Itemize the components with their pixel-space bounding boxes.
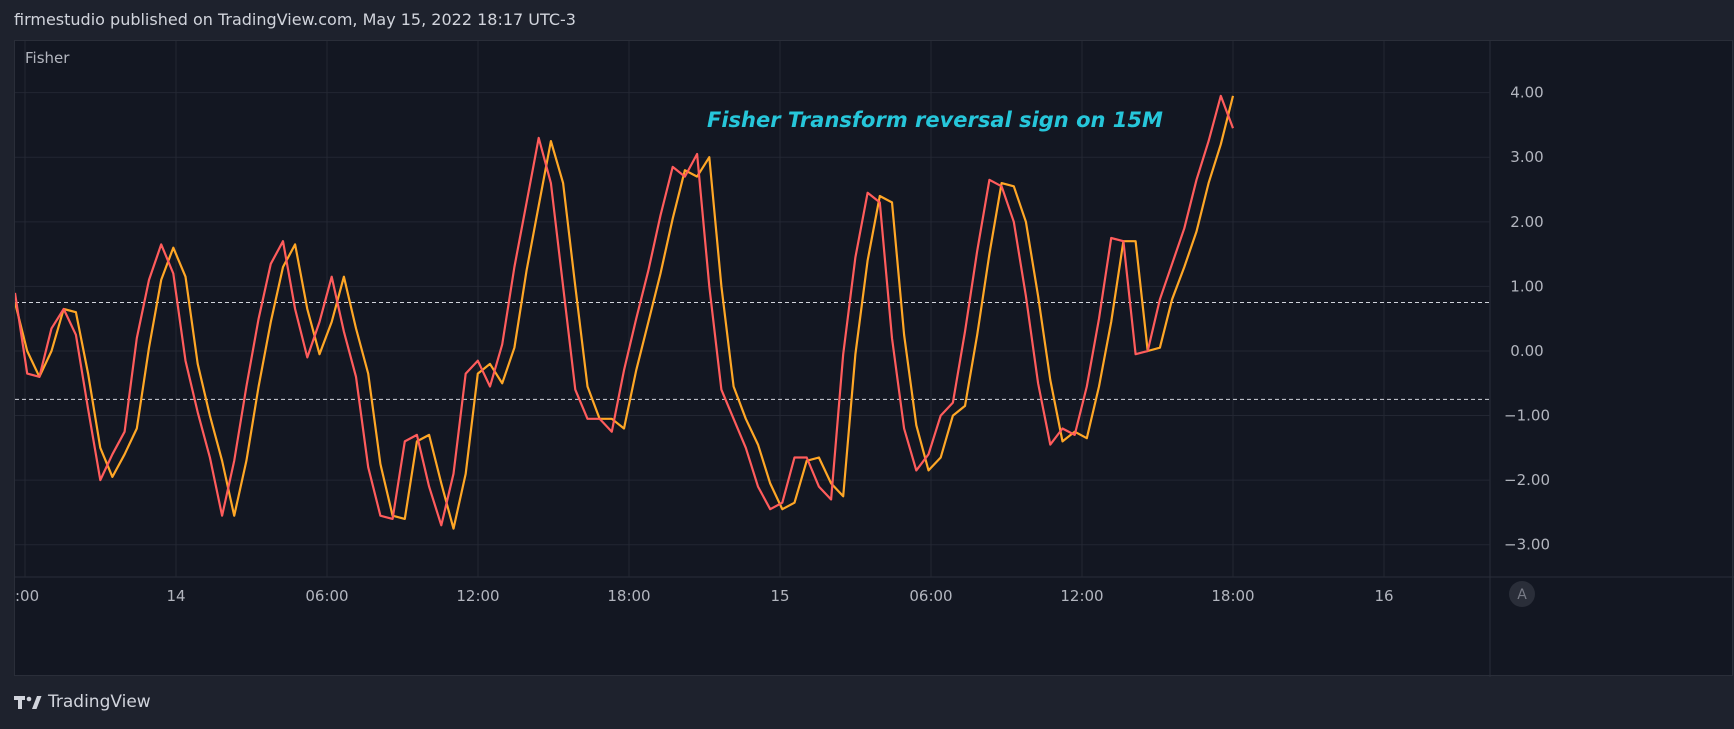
auto-scale-button[interactable]: A (1509, 581, 1535, 607)
y-tick-label: −1.00 (1504, 407, 1550, 425)
y-tick-label: −2.00 (1504, 471, 1550, 489)
annotation-text: Fisher Transform reversal sign on 15M (707, 108, 1163, 132)
y-tick-label: 2.00 (1510, 213, 1543, 231)
auto-scale-label: A (1517, 587, 1527, 603)
indicator-label: Fisher (25, 49, 70, 67)
tradingview-logo-icon (14, 696, 42, 709)
x-tick-label: 16 (1374, 587, 1393, 605)
x-tick-label: 18:00 (1211, 587, 1254, 605)
y-axis: 4.00 3.00 2.00 1.00 0.00 −1.00 −2.00 −3.00 (1504, 84, 1550, 554)
y-tick-label: 4.00 (1510, 84, 1543, 102)
grid-lines (15, 41, 1734, 677)
y-tick-label: 0.00 (1510, 342, 1543, 360)
y-tick-label: 3.00 (1510, 148, 1543, 166)
trigger-line (15, 95, 1235, 530)
x-tick-label: 06:00 (909, 587, 952, 605)
footer-brand[interactable]: TradingView (14, 692, 151, 712)
chart-panel[interactable]: 4.00 3.00 2.00 1.00 0.00 −1.00 −2.00 −3.00 :00 1… (14, 40, 1734, 677)
x-tick-label: 14 (166, 587, 185, 605)
x-tick-label: 06:00 (305, 587, 348, 605)
brand-name: TradingView (48, 692, 151, 712)
x-tick-label: 12:00 (456, 587, 499, 605)
level-lines (15, 302, 1490, 400)
publish-info: firmestudio published on TradingView.com… (14, 10, 576, 29)
x-tick-label: 15 (770, 587, 789, 605)
x-tick-label: :00 (15, 587, 39, 605)
x-axis: :00 14 06:00 12:00 18:00 15 06:00 12:00 18:00 16 (15, 587, 1394, 605)
y-tick-label: −3.00 (1504, 536, 1550, 554)
x-tick-label: 12:00 (1060, 587, 1103, 605)
fisher-line (15, 94, 1235, 527)
fisher-chart[interactable]: 4.00 3.00 2.00 1.00 0.00 −1.00 −2.00 −3.00 :00 1… (15, 41, 1734, 677)
x-tick-label: 18:00 (607, 587, 650, 605)
series-lines (15, 94, 1235, 530)
y-tick-label: 1.00 (1510, 277, 1543, 295)
